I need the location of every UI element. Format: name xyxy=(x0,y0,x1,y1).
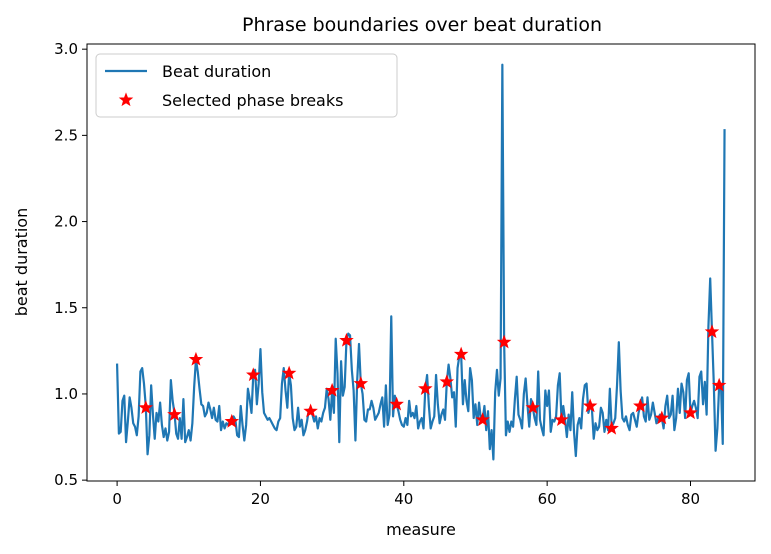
x-tick-label: 60 xyxy=(538,490,557,508)
phase-break-marker xyxy=(389,396,404,411)
legend-star-marker xyxy=(118,92,134,107)
x-tick-label: 40 xyxy=(394,490,413,508)
phase-break-marker xyxy=(525,400,541,414)
phase-break-marker xyxy=(167,406,182,421)
series-line-beat-duration xyxy=(115,63,726,461)
legend-box xyxy=(95,53,398,118)
legend-star-swatch xyxy=(118,92,134,107)
phase-break-marker xyxy=(704,324,720,339)
legend-entry-beat-duration: Beat duration xyxy=(162,62,271,81)
phase-break-marker xyxy=(683,405,698,420)
phase-break-marker xyxy=(554,412,569,426)
phase-break-marker xyxy=(281,365,297,380)
chart-title: Phrase boundaries over beat duration xyxy=(242,14,602,36)
y-tick-label: 0.5 xyxy=(54,471,78,489)
marker-layer xyxy=(138,324,727,435)
phase-break-marker xyxy=(475,412,490,426)
y-axis-label: beat duration xyxy=(12,208,31,317)
phase-break-marker xyxy=(496,334,512,349)
phase-break-marker xyxy=(188,351,204,366)
phase-break-marker xyxy=(604,420,619,435)
series-layer xyxy=(115,63,726,461)
phase-break-marker xyxy=(418,381,433,395)
phase-break-marker xyxy=(339,332,354,347)
phase-break-marker xyxy=(439,374,455,389)
phase-break-marker xyxy=(453,346,469,361)
y-tick-label: 2.0 xyxy=(54,213,78,231)
x-tick-label: 0 xyxy=(112,490,122,508)
phase-break-marker xyxy=(582,398,598,413)
phase-break-marker xyxy=(654,410,670,425)
phase-break-marker xyxy=(246,367,261,382)
phase-break-marker xyxy=(324,382,340,397)
y-tick-label: 2.5 xyxy=(54,126,78,144)
y-tick-label: 3.0 xyxy=(54,40,78,58)
phase-break-marker xyxy=(138,400,154,414)
phase-break-marker xyxy=(633,398,648,413)
y-tick-label: 1.0 xyxy=(54,385,78,403)
legend-entry-phase-breaks: Selected phase breaks xyxy=(162,91,343,110)
x-axis: 0 20 40 60 80 xyxy=(112,481,700,508)
phase-break-marker xyxy=(711,377,727,392)
y-axis: 0.5 1.0 1.5 2.0 2.5 3.0 xyxy=(54,40,87,489)
x-tick-label: 80 xyxy=(681,490,700,508)
phase-break-marker xyxy=(353,375,369,390)
phase-break-marker xyxy=(303,403,318,418)
y-tick-label: 1.5 xyxy=(54,299,78,317)
phase-break-marker xyxy=(224,413,240,428)
plot-frame xyxy=(86,43,756,482)
x-axis-label: measure xyxy=(386,520,456,539)
legend: Beat duration Selected phase breaks xyxy=(95,53,398,118)
x-tick-label: 20 xyxy=(251,490,270,508)
